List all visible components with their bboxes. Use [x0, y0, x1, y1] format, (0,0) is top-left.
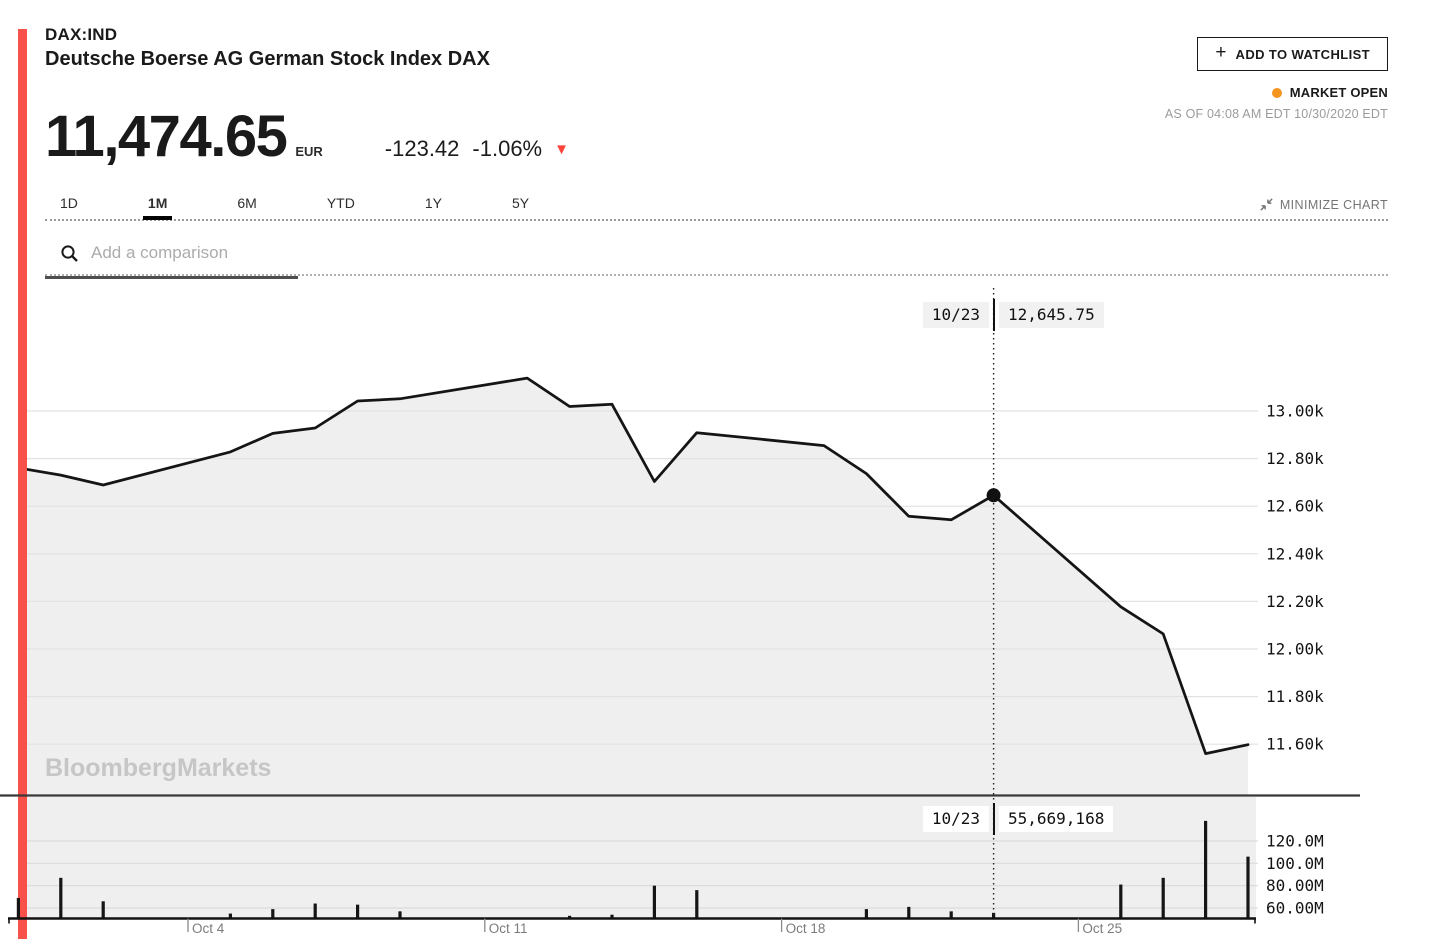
volume-crosshair-date-label: 10/23: [922, 806, 989, 832]
svg-text:12.20k: 12.20k: [1266, 592, 1324, 611]
minimize-chart-label: MINIMIZE CHART: [1279, 197, 1388, 212]
svg-text:12.40k: 12.40k: [1266, 544, 1324, 563]
market-status-label: MARKET OPEN: [1289, 85, 1388, 100]
svg-text:60.00M: 60.00M: [1266, 899, 1324, 918]
currency-label: EUR: [295, 144, 323, 159]
svg-text:12.60k: 12.60k: [1266, 497, 1324, 516]
volume-crosshair-value-label: 55,669,168: [999, 806, 1114, 832]
security-name: Deutsche Boerse AG German Stock Index DA…: [45, 48, 490, 70]
search-underline: [45, 276, 298, 279]
as-of-timestamp: AS OF 04:08 AM EDT 10/30/2020 EDT: [1164, 107, 1388, 121]
range-tab-bar: 1D 1M 6M YTD 1Y 5Y: [45, 193, 1388, 221]
plus-icon: +: [1215, 42, 1227, 63]
add-to-watchlist-button[interactable]: + ADD TO WATCHLIST: [1197, 37, 1388, 71]
svg-text:100.0M: 100.0M: [1266, 854, 1324, 873]
svg-text:Oct 4: Oct 4: [192, 921, 225, 936]
tab-ytd[interactable]: YTD: [326, 195, 355, 211]
svg-text:11.80k: 11.80k: [1266, 687, 1324, 706]
down-triangle-icon: ▼: [554, 141, 569, 158]
tab-6m[interactable]: 6M: [237, 195, 257, 211]
svg-text:80.00M: 80.00M: [1266, 876, 1324, 895]
crosshair-date-label: 10/23: [922, 302, 989, 328]
ticker-symbol: DAX:IND: [45, 25, 118, 44]
tab-1d[interactable]: 1D: [60, 195, 78, 211]
svg-text:13.00k: 13.00k: [1266, 402, 1324, 421]
minimize-chart-button[interactable]: MINIMIZE CHART: [1259, 197, 1388, 212]
search-input[interactable]: [91, 243, 1388, 263]
comparison-search: [45, 232, 1388, 276]
watchlist-label: ADD TO WATCHLIST: [1235, 46, 1370, 62]
svg-text:120.0M: 120.0M: [1266, 831, 1324, 850]
svg-text:Oct 18: Oct 18: [786, 921, 826, 936]
volume-crosshair-solid-segment: [992, 803, 995, 835]
crosshair-price-label: 12,645.75: [999, 302, 1104, 328]
last-price: 11,474.65: [45, 104, 288, 169]
search-icon: [61, 244, 78, 262]
market-open-dot-icon: [1271, 87, 1282, 98]
crosshair-solid-segment: [992, 299, 995, 331]
price-row: 11,474.65 EUR -123.42 -1.06% ▼: [45, 103, 569, 171]
accent-red-bar: [18, 29, 27, 939]
svg-text:12.80k: 12.80k: [1266, 449, 1324, 468]
price-change-pct: -1.06%: [472, 136, 543, 161]
collapse-arrows-icon: [1260, 198, 1273, 211]
tab-1m[interactable]: 1M: [142, 195, 173, 220]
watermark: BloombergMarkets: [45, 754, 272, 782]
tab-1y[interactable]: 1Y: [424, 195, 442, 211]
tab-5y[interactable]: 5Y: [511, 195, 530, 211]
svg-text:Oct 11: Oct 11: [489, 921, 528, 936]
market-status: MARKET OPEN: [1271, 85, 1388, 100]
price-change: -123.42: [384, 136, 460, 161]
svg-text:Oct 25: Oct 25: [1082, 921, 1122, 936]
svg-text:11.60k: 11.60k: [1266, 735, 1324, 754]
svg-text:12.00k: 12.00k: [1266, 640, 1324, 659]
price-volume-chart[interactable]: Oct 4 Oct 11 Oct 18 Oct 25 13.00k 12.80k 12.60…: [0, 285, 1440, 939]
chart-canvas[interactable]: Oct 4 Oct 11 Oct 18 Oct 25 13.00k 12.80k 12.60…: [0, 285, 1440, 939]
